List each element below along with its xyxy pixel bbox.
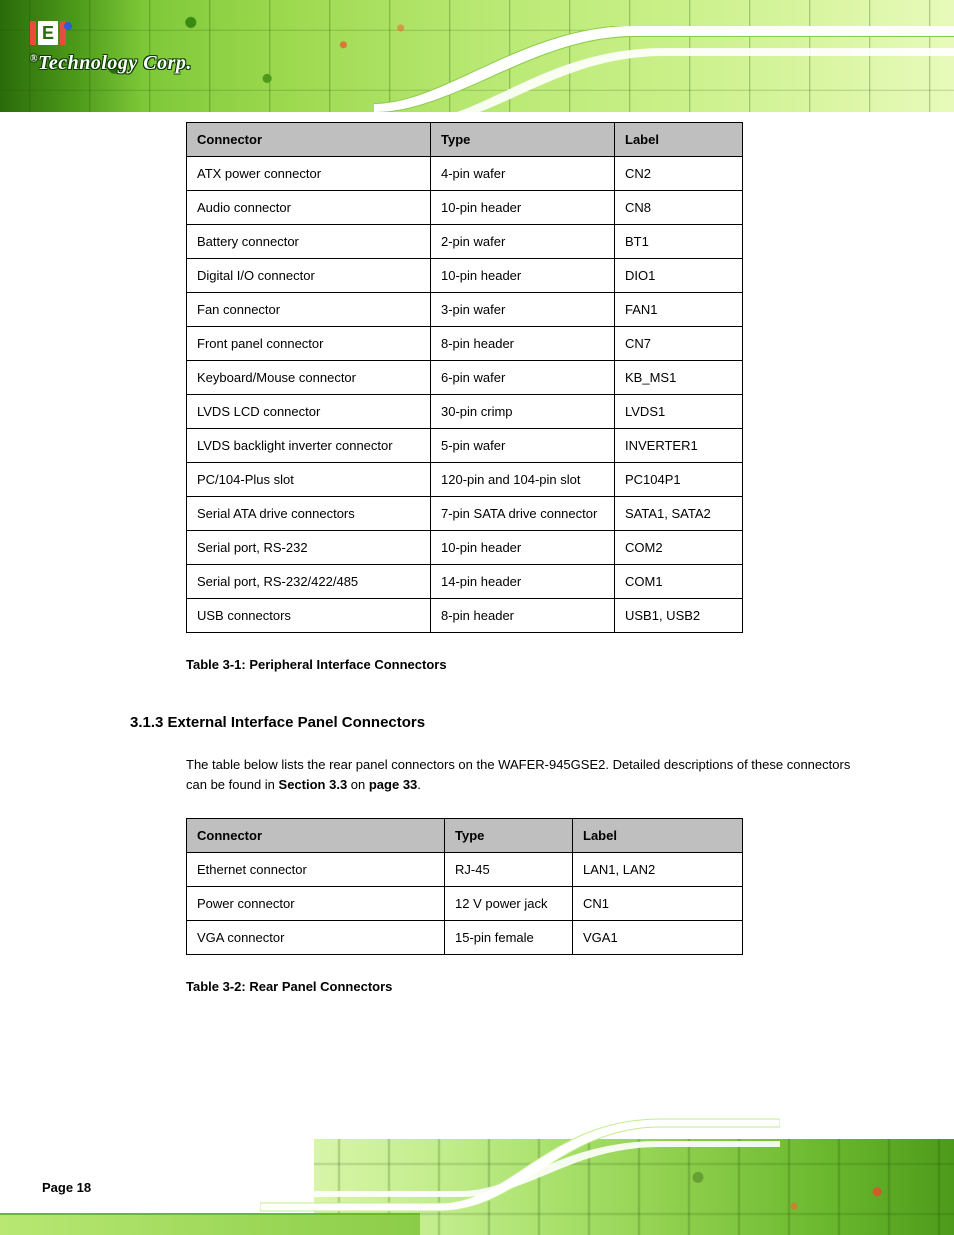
table-cell: LVDS backlight inverter connector bbox=[187, 429, 431, 463]
table-cell: PC104P1 bbox=[615, 463, 743, 497]
decorative-swoosh-bottom bbox=[260, 1117, 780, 1217]
body-paragraph: The table below lists the rear panel con… bbox=[186, 755, 864, 794]
page-content: Connector Type Label ATX power connector… bbox=[0, 112, 954, 994]
table-cell: Serial port, RS-232/422/485 bbox=[187, 565, 431, 599]
table-cell: 14-pin header bbox=[431, 565, 615, 599]
table-header: Connector bbox=[187, 819, 445, 853]
table-cell: LVDS LCD connector bbox=[187, 395, 431, 429]
table-row: Power connector12 V power jackCN1 bbox=[187, 887, 743, 921]
table-cell: 7-pin SATA drive connector bbox=[431, 497, 615, 531]
iei-logo: E bbox=[30, 18, 192, 48]
table-row: USB connectors8-pin headerUSB1, USB2 bbox=[187, 599, 743, 633]
table-header: Type bbox=[431, 123, 615, 157]
table-cell: Digital I/O connector bbox=[187, 259, 431, 293]
table-header: Type bbox=[445, 819, 573, 853]
table-caption: Table 3-2: Rear Panel Connectors bbox=[186, 979, 864, 994]
table-header: Connector bbox=[187, 123, 431, 157]
table-cell: CN1 bbox=[573, 887, 743, 921]
table-cell: 10-pin header bbox=[431, 259, 615, 293]
table-cell: KB_MS1 bbox=[615, 361, 743, 395]
table-row: Battery connector2-pin waferBT1 bbox=[187, 225, 743, 259]
decorative-swoosh-top bbox=[374, 26, 954, 112]
table-cell: Front panel connector bbox=[187, 327, 431, 361]
table-row: Front panel connector8-pin headerCN7 bbox=[187, 327, 743, 361]
peripheral-connectors-table: Connector Type Label ATX power connector… bbox=[186, 122, 743, 633]
table-cell: CN8 bbox=[615, 191, 743, 225]
table-cell: INVERTER1 bbox=[615, 429, 743, 463]
table-cell: 15-pin female bbox=[445, 921, 573, 955]
table-row: LVDS backlight inverter connector5-pin w… bbox=[187, 429, 743, 463]
table-row: Fan connector3-pin waferFAN1 bbox=[187, 293, 743, 327]
table-cell: 30-pin crimp bbox=[431, 395, 615, 429]
table-cell: 120-pin and 104-pin slot bbox=[431, 463, 615, 497]
table-cell: 2-pin wafer bbox=[431, 225, 615, 259]
top-banner: E ®Technology Corp. bbox=[0, 0, 954, 112]
table-cell: 10-pin header bbox=[431, 191, 615, 225]
table-row: Ethernet connectorRJ-45LAN1, LAN2 bbox=[187, 853, 743, 887]
table-cell: Ethernet connector bbox=[187, 853, 445, 887]
table-cell: COM1 bbox=[615, 565, 743, 599]
table-header: Label bbox=[573, 819, 743, 853]
table-cell: COM2 bbox=[615, 531, 743, 565]
table-cell: Keyboard/Mouse connector bbox=[187, 361, 431, 395]
table-row: Serial port, RS-23210-pin headerCOM2 bbox=[187, 531, 743, 565]
table-cell: 4-pin wafer bbox=[431, 157, 615, 191]
table-cell: FAN1 bbox=[615, 293, 743, 327]
table-cell: SATA1, SATA2 bbox=[615, 497, 743, 531]
table-row: Keyboard/Mouse connector6-pin waferKB_MS… bbox=[187, 361, 743, 395]
table-row: ATX power connector4-pin waferCN2 bbox=[187, 157, 743, 191]
table-row: VGA connector15-pin femaleVGA1 bbox=[187, 921, 743, 955]
table-cell: 8-pin header bbox=[431, 599, 615, 633]
company-branding: E ®Technology Corp. bbox=[30, 18, 192, 75]
table-cell: USB1, USB2 bbox=[615, 599, 743, 633]
table-cell: 10-pin header bbox=[431, 531, 615, 565]
table-row: Digital I/O connector10-pin headerDIO1 bbox=[187, 259, 743, 293]
company-name: ®Technology Corp. bbox=[30, 52, 192, 75]
table-cell: 3-pin wafer bbox=[431, 293, 615, 327]
table-cell: 5-pin wafer bbox=[431, 429, 615, 463]
table-row: Serial port, RS-232/422/48514-pin header… bbox=[187, 565, 743, 599]
table-cell: CN7 bbox=[615, 327, 743, 361]
table-cell: BT1 bbox=[615, 225, 743, 259]
table-caption: Table 3-1: Peripheral Interface Connecto… bbox=[186, 657, 864, 672]
table-cell: Serial port, RS-232 bbox=[187, 531, 431, 565]
table-cell: ATX power connector bbox=[187, 157, 431, 191]
bottom-banner bbox=[0, 1117, 954, 1235]
table-row: Serial ATA drive connectors7-pin SATA dr… bbox=[187, 497, 743, 531]
table-row: PC/104-Plus slot120-pin and 104-pin slot… bbox=[187, 463, 743, 497]
table-cell: VGA1 bbox=[573, 921, 743, 955]
table-cell: LAN1, LAN2 bbox=[573, 853, 743, 887]
table-cell: DIO1 bbox=[615, 259, 743, 293]
table-cell: PC/104-Plus slot bbox=[187, 463, 431, 497]
table-cell: USB connectors bbox=[187, 599, 431, 633]
table-cell: 8-pin header bbox=[431, 327, 615, 361]
table-row: Audio connector10-pin headerCN8 bbox=[187, 191, 743, 225]
table-row: LVDS LCD connector30-pin crimpLVDS1 bbox=[187, 395, 743, 429]
table-cell: Fan connector bbox=[187, 293, 431, 327]
table-cell: CN2 bbox=[615, 157, 743, 191]
table-cell: LVDS1 bbox=[615, 395, 743, 429]
table-cell: VGA connector bbox=[187, 921, 445, 955]
table-cell: 12 V power jack bbox=[445, 887, 573, 921]
rear-panel-connectors-table: Connector Type Label Ethernet connectorR… bbox=[186, 818, 743, 955]
table-cell: Power connector bbox=[187, 887, 445, 921]
table-cell: Battery connector bbox=[187, 225, 431, 259]
section-heading: 3.1.3 External Interface Panel Connector… bbox=[130, 714, 864, 731]
table-cell: Audio connector bbox=[187, 191, 431, 225]
table-cell: RJ-45 bbox=[445, 853, 573, 887]
table-header: Label bbox=[615, 123, 743, 157]
table-cell: Serial ATA drive connectors bbox=[187, 497, 431, 531]
table-cell: 6-pin wafer bbox=[431, 361, 615, 395]
